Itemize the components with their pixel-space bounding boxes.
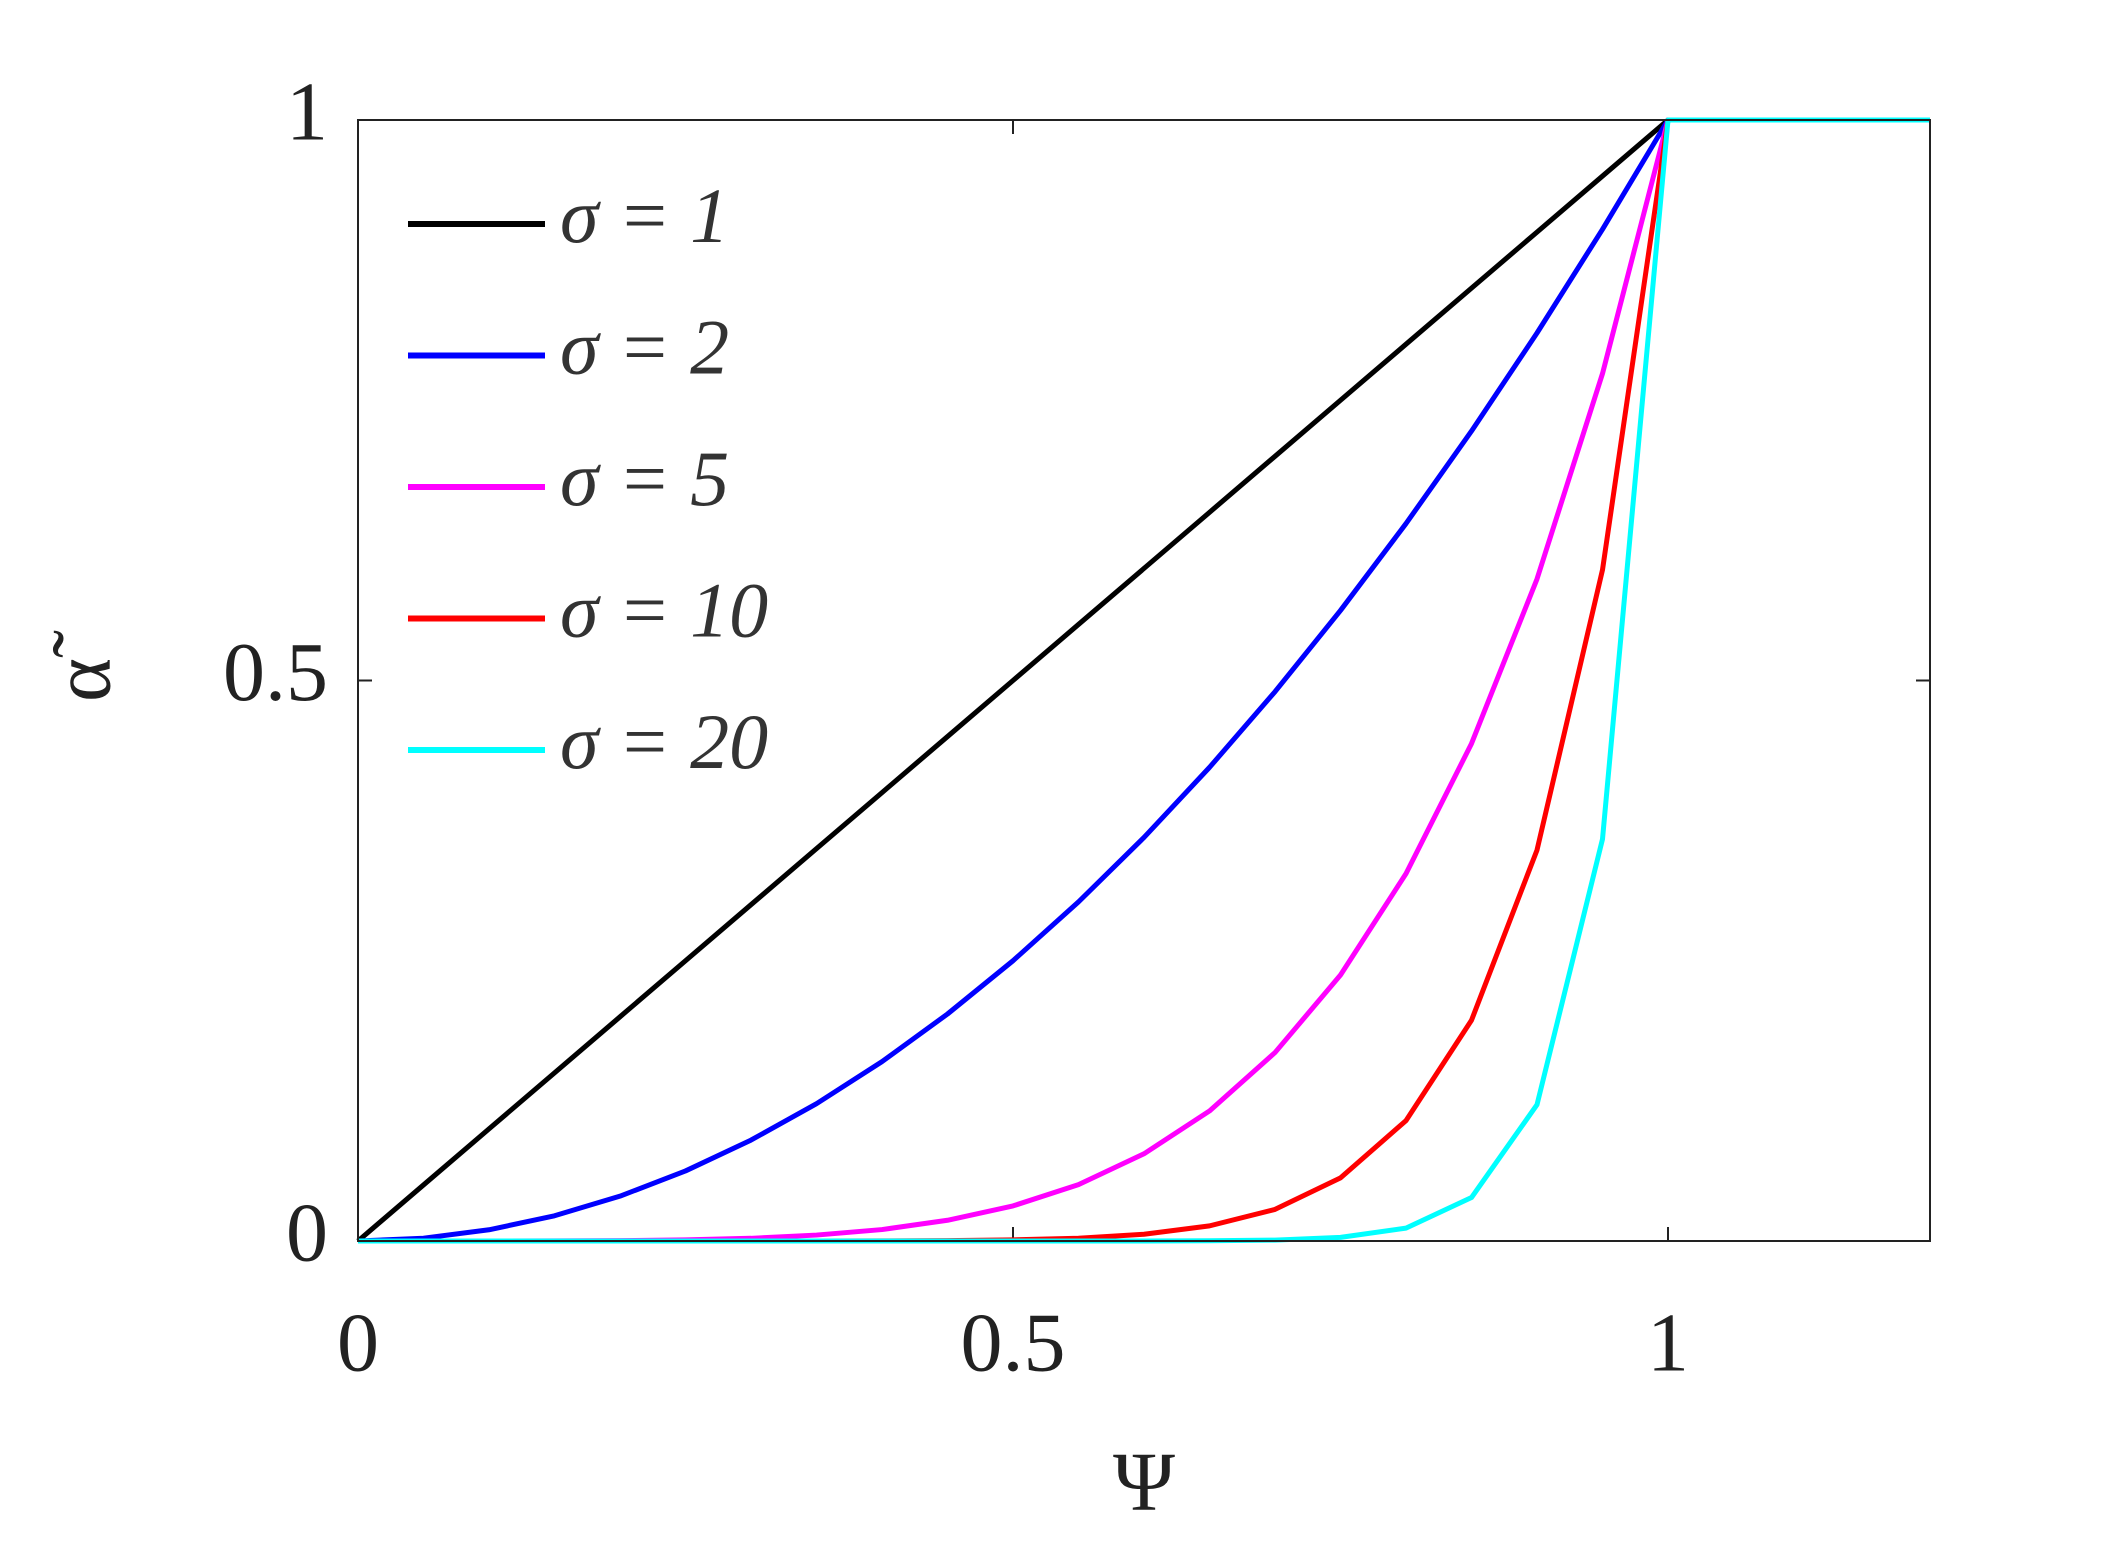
- series-line: [358, 117, 1930, 1244]
- x-tick-label: 0: [337, 1296, 379, 1389]
- x-tick-label: 1: [1647, 1296, 1689, 1389]
- legend-label: σ = 20: [560, 698, 768, 785]
- y-tick-label: 0: [286, 1186, 328, 1279]
- legend-label: σ = 10: [560, 566, 768, 653]
- x-tick-label: 0.5: [961, 1296, 1066, 1389]
- legend-label: σ = 2: [560, 303, 729, 390]
- y-tick-label: 1: [286, 65, 328, 158]
- legend-label: σ = 1: [560, 172, 729, 259]
- series-line: [356, 117, 1930, 1243]
- series-line: [358, 117, 1930, 1244]
- legend-label: σ = 5: [560, 435, 729, 522]
- plot-frame: [357, 119, 1931, 1242]
- series-line: [358, 117, 1930, 1244]
- x-axis-label: Ψ: [1113, 1435, 1175, 1528]
- y-tick-label: 0.5: [223, 626, 328, 719]
- series-line: [357, 117, 1930, 1244]
- y-axis-label: α̃: [35, 630, 128, 702]
